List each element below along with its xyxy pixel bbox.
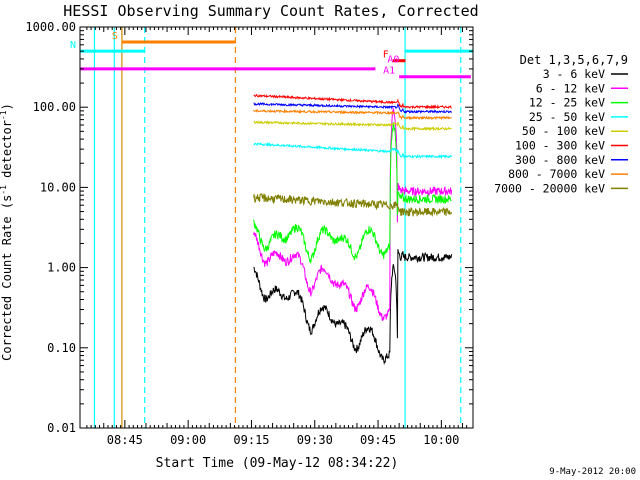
- x-tick-label-2: 09:15: [233, 433, 269, 447]
- legend-title: Det 1,3,5,6,7,9: [520, 53, 628, 67]
- flag-label-0: S: [112, 31, 118, 42]
- series-line-5: [253, 93, 452, 110]
- series-line-6: [253, 102, 453, 114]
- legend-label-7: 800 - 7000 keV: [508, 167, 605, 181]
- y-tick-label-2: 10.00: [40, 180, 76, 194]
- series-line-1: [253, 108, 453, 322]
- series-line-2: [253, 122, 452, 264]
- vertical-markers: [93, 27, 462, 428]
- series-line-4: [253, 119, 452, 132]
- legend-label-1: 6 - 12 keV: [536, 81, 605, 95]
- series-line-7: [253, 108, 452, 121]
- legend-label-2: 12 - 25 keV: [529, 96, 605, 110]
- series-line-3: [253, 141, 453, 160]
- y-tick-label-0: 1000.00: [25, 20, 76, 34]
- chart-title: HESSI Observing Summary Count Rates, Cor…: [63, 2, 478, 20]
- plot-frame: [79, 26, 474, 429]
- series-line-0: [253, 249, 453, 366]
- x-tick-label-3: 09:30: [297, 433, 333, 447]
- y-tick-label-1: 100.00: [33, 100, 76, 114]
- legend-label-3: 25 - 50 keV: [529, 110, 605, 124]
- y-tick-label-4: 0.10: [47, 341, 76, 355]
- y-tick-label-5: 0.01: [47, 421, 76, 435]
- legend-label-0: 3 - 6 keV: [543, 67, 605, 81]
- x-tick-label-0: 08:45: [107, 433, 143, 447]
- legend-label-6: 300 - 800 keV: [515, 153, 605, 167]
- axes: 08:45 09:00 09:15 09:30 09:45 10:00 1000.00 100…: [25, 20, 474, 447]
- timestamp: 9-May-2012 20:00: [549, 467, 636, 477]
- x-axis-label: Start Time (09-May-12 08:34:22): [156, 456, 399, 471]
- y-axis-label: Corrected Count Rate (s-1 detector-1): [0, 103, 14, 361]
- legend-label-8: 7000 - 20000 keV: [494, 181, 605, 195]
- series-line-8: [253, 193, 453, 217]
- flag-label-5: A1: [383, 66, 395, 77]
- legend-label-5: 100 - 300 keV: [515, 139, 605, 153]
- legend-label-4: 50 - 100 keV: [522, 124, 605, 138]
- flag-label-1: N: [70, 40, 76, 51]
- flag-label-4: A0: [387, 55, 399, 66]
- x-tick-label-4: 09:45: [360, 433, 396, 447]
- x-tick-label-1: 09:00: [170, 433, 206, 447]
- flag-label-3: F: [383, 50, 389, 61]
- y-tick-label-3: 1.00: [47, 261, 76, 275]
- series-lines: [253, 93, 453, 366]
- x-tick-label-5: 10:00: [423, 433, 459, 447]
